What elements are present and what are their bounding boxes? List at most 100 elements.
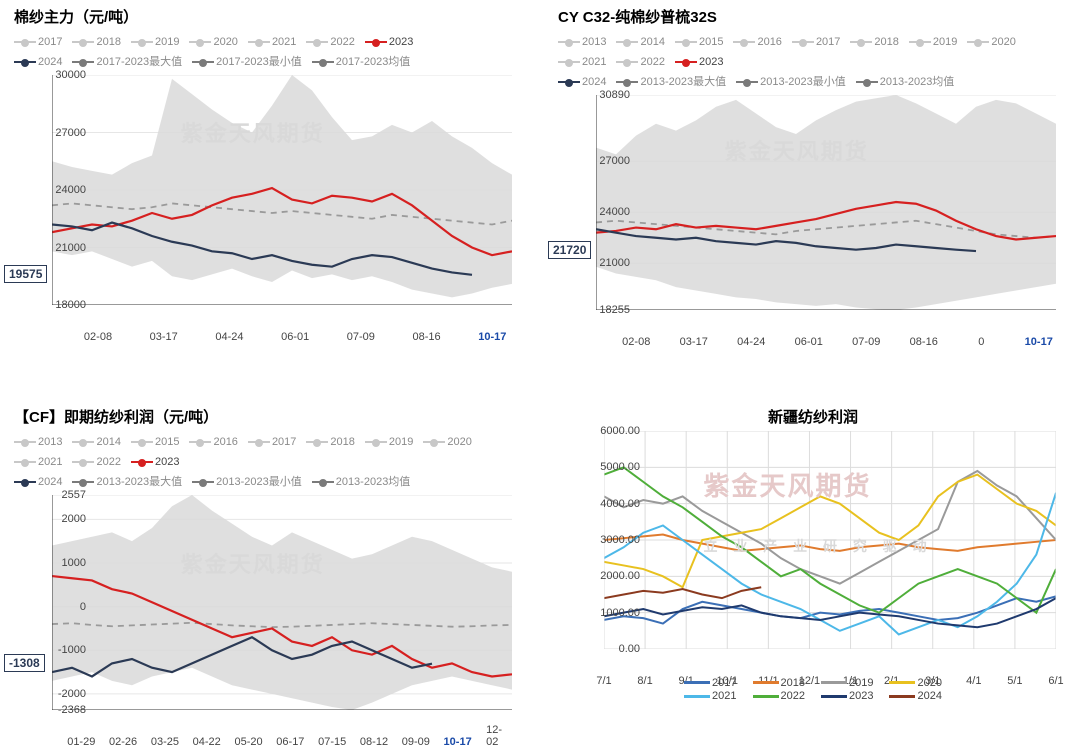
legend-item: 2020 (189, 33, 237, 51)
legend-label: 2015 (155, 433, 179, 451)
legend-label: 2013-2023最小值 (760, 73, 846, 91)
legend-item: 2019 (131, 33, 179, 51)
y-tick-label: 30000 (46, 69, 86, 81)
legend-label: 2019 (933, 33, 957, 51)
x-tick-label: 4/1 (966, 675, 981, 687)
x-tick-label: 12-02 (486, 724, 513, 748)
legend-label: 2019 (389, 433, 413, 451)
legend-label: 2013 (582, 33, 606, 51)
y-tick-label: 18000 (46, 299, 86, 311)
y-tick-label: 1000.00 (590, 607, 640, 619)
legend-label: 2013-2023均值 (880, 73, 955, 91)
y-tick-label: 27000 (590, 155, 630, 167)
y-tick-label: -1000 (46, 644, 86, 656)
y-tick-label: 1000 (46, 557, 86, 569)
x-tick-label: 5/1 (1007, 675, 1022, 687)
y-tick-label: 2557 (46, 489, 86, 501)
legend-item: 2016 (189, 433, 237, 451)
legend-item: 2021 (558, 53, 606, 71)
y-tick-label: -2368 (46, 704, 86, 716)
legend-item: 2021 (684, 690, 736, 702)
legend-item: 2023 (821, 690, 873, 702)
legend-item: 2013 (558, 33, 606, 51)
x-tick-label: 02-08 (622, 336, 650, 348)
legend-label: 2015 (699, 33, 723, 51)
legend-item: 2017-2023均值 (312, 53, 411, 71)
legend-item: 2019 (365, 433, 413, 451)
legend-label: 2023 (389, 33, 413, 51)
legend-item: 2018 (72, 33, 120, 51)
y-tick-label: 30890 (590, 89, 630, 101)
x-tick-label: 03-17 (150, 331, 178, 343)
legend-label: 2017 (816, 33, 840, 51)
chart-legend-2: 20242013-2023最大值2013-2023最小值2013-2023均值 (14, 471, 534, 491)
legend-item: 2014 (72, 433, 120, 451)
legend-item: 2023 (131, 453, 179, 471)
x-tick-label: 10-17 (1025, 336, 1053, 348)
x-tick-label: 06-01 (281, 331, 309, 343)
chart-legend: 2013201420152016201720182019202020212022… (558, 31, 1078, 71)
legend-label: 2024 (917, 690, 941, 702)
legend-item: 2017 (792, 33, 840, 51)
dashboard: 棉纱主力（元/吨）2017201820192020202120222023202… (0, 0, 1080, 740)
x-tick-label: 04-22 (193, 736, 221, 748)
x-tick-label: 08-12 (360, 736, 388, 748)
x-tick-label: 05-20 (234, 736, 262, 748)
legend-item: 2019 (909, 33, 957, 51)
value-callout: 19575 (4, 265, 47, 283)
y-tick-label: 3000.00 (590, 534, 640, 546)
legend-label: 2021 (712, 690, 736, 702)
legend-item: 2017 (14, 33, 62, 51)
legend-item: 2022 (616, 53, 664, 71)
legend-label: 2022 (96, 453, 120, 471)
chart-plot: 0.001000.002000.003000.004000.005000.006… (604, 431, 1070, 671)
legend-label: 2021 (272, 33, 296, 51)
y-tick-label: 5000.00 (590, 461, 640, 473)
x-tick-label: 07-15 (318, 736, 346, 748)
legend-item: 2017-2023最小值 (192, 53, 302, 71)
x-tick-label: 03-17 (680, 336, 708, 348)
legend-label: 2013-2023最大值 (96, 473, 182, 491)
value-callout: 21720 (548, 241, 591, 259)
legend-label: 2023 (699, 53, 723, 71)
legend-item: 2013-2023最大值 (72, 473, 182, 491)
legend-item: 2013-2023均值 (856, 73, 955, 91)
x-tick-label: 03-25 (151, 736, 179, 748)
legend-label: 2021 (38, 453, 62, 471)
legend-label: 2017 (38, 33, 62, 51)
panel-bottom-right: 新疆纺纱利润0.001000.002000.003000.004000.0050… (548, 400, 1078, 736)
chart-plot: -2368-2000-1000010002000255701-2902-2603… (52, 495, 526, 732)
chart-legend: 2013201420152016201720182019202020212022… (14, 431, 534, 471)
x-tick-label: 10-17 (478, 331, 506, 343)
legend-item: 2013-2023最大值 (616, 73, 726, 91)
x-tick-label: 3/1 (925, 675, 940, 687)
chart-legend-2: 20242017-2023最大值2017-2023最小值2017-2023均值 (14, 51, 534, 71)
legend-label: 2016 (757, 33, 781, 51)
panel-top-left: 棉纱主力（元/吨）2017201820192020202120222023202… (4, 0, 534, 360)
legend-label: 2023 (155, 453, 179, 471)
x-tick-label: 02-26 (109, 736, 137, 748)
y-tick-label: 2000.00 (590, 570, 640, 582)
chart-title: 棉纱主力（元/吨） (14, 6, 534, 27)
legend-label: 2018 (330, 433, 354, 451)
panel-top-right: CY C32-纯棉纱普梳32S2013201420152016201720182… (548, 0, 1078, 360)
legend-item: 2022 (753, 690, 805, 702)
y-tick-label: 0.00 (590, 643, 640, 655)
legend-item: 2021 (14, 453, 62, 471)
legend-label: 2019 (155, 33, 179, 51)
x-tick-label: 01-29 (67, 736, 95, 748)
legend-label: 2018 (874, 33, 898, 51)
y-tick-label: -2000 (46, 688, 86, 700)
legend-label: 2013-2023最大值 (640, 73, 726, 91)
chart-plot: 182552100024000270003089002-0803-1704-24… (596, 95, 1070, 332)
legend-label: 2017-2023最小值 (216, 53, 302, 71)
x-tick-label: 0 (978, 336, 984, 348)
chart-legend: 2017201820192020202120222023 (14, 31, 534, 51)
chart-title: 新疆纺纱利润 (548, 406, 1078, 427)
legend-item: 2013-2023最小值 (736, 73, 846, 91)
x-tick-label: 12/1 (799, 675, 820, 687)
y-tick-label: 21000 (590, 257, 630, 269)
chart-plot: 180002100024000270003000002-0803-1704-24… (52, 75, 526, 327)
x-tick-label: 10-17 (444, 736, 472, 748)
y-tick-label: 4000.00 (590, 498, 640, 510)
